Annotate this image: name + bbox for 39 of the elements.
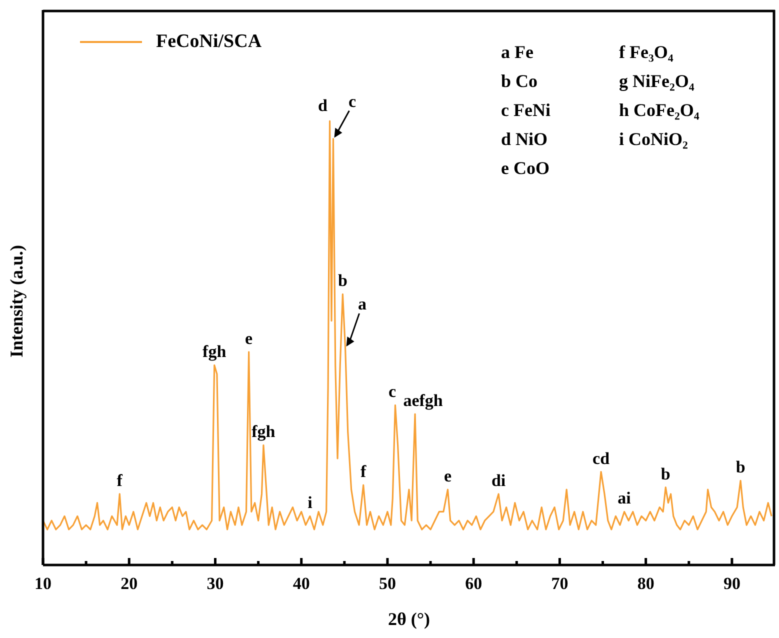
annotation: d NiO	[501, 129, 548, 149]
annotation: f	[360, 462, 367, 482]
annotation: i CoNiO₂	[619, 129, 688, 149]
text: b Co	[501, 71, 538, 91]
annotation: e	[444, 466, 452, 486]
annotation: f	[116, 470, 123, 490]
annotation: b	[338, 271, 348, 290]
annotation: aefgh	[403, 391, 444, 410]
annotation: i	[308, 493, 313, 512]
annotation: e CoO	[501, 158, 550, 178]
annotation: fgh	[202, 342, 227, 362]
text: g NiFe₂O₄	[619, 71, 695, 91]
x-axis-title: 2θ (°)	[388, 609, 430, 629]
annotation: e	[245, 328, 254, 348]
annotation: ai	[618, 488, 632, 508]
annotation: cd	[592, 448, 610, 468]
legend-label: FeCoNi/SCA	[156, 31, 262, 53]
x-tick-label: 90	[723, 574, 740, 593]
x-tick-label: 80	[637, 574, 654, 593]
text: f Fe₃O₄	[619, 42, 674, 62]
x-tick-label: 20	[120, 574, 138, 593]
annotation: c	[348, 92, 356, 111]
annotation: di	[491, 470, 506, 490]
annotation: d	[318, 96, 328, 115]
annotation: b	[736, 458, 746, 477]
y-axis-title: Intensity (a.u.)	[6, 244, 26, 358]
x-tick-label: 60	[465, 574, 482, 593]
text: h CoFe₂O₄	[619, 100, 700, 120]
x-tick-label: 40	[292, 574, 310, 593]
annotation: fgh	[252, 422, 276, 442]
annotation: c	[388, 382, 396, 402]
x-tick-label: 50	[378, 574, 396, 593]
x-tick-label: 10	[34, 574, 52, 593]
annotation: a	[358, 294, 368, 314]
annotation: b	[660, 464, 670, 484]
text: c FeNi	[501, 100, 550, 120]
x-tick-label: 30	[206, 574, 224, 593]
text: a Fe	[501, 42, 534, 62]
x-tick-label: 70	[551, 574, 568, 593]
